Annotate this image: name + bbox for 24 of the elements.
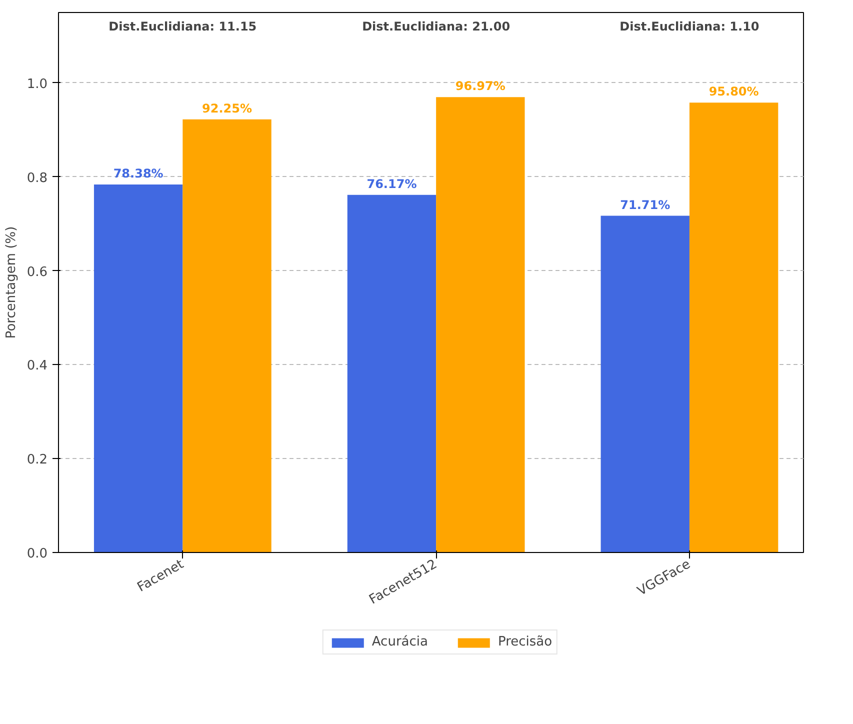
y-tick-label: 1.0	[26, 76, 48, 92]
data-label: 96.97%	[455, 79, 506, 94]
legend-label: Acurácia	[372, 634, 428, 650]
y-tick-label: 0.4	[26, 358, 48, 374]
bar	[436, 97, 525, 552]
annotation: Dist.Euclidiana: 21.00	[362, 20, 510, 34]
data-label: 92.25%	[202, 101, 252, 116]
bar	[94, 184, 183, 552]
data-label: 71.71%	[620, 198, 670, 212]
data-label: 76.17%	[366, 176, 417, 191]
annotation: Dist.Euclidiana: 1.10	[620, 20, 760, 34]
y-tick-label: 0.6	[26, 264, 48, 280]
bar	[347, 194, 436, 552]
bar	[182, 119, 272, 552]
bar	[600, 216, 690, 552]
y-tick-label: 0.2	[26, 452, 48, 468]
y-tick-label: 0.0	[26, 546, 48, 562]
annotation: Dist.Euclidiana: 11.15	[108, 20, 257, 34]
data-label: 95.80%	[708, 84, 759, 99]
y-tick-label: 0.8	[26, 170, 48, 186]
data-label: 78.38%	[113, 166, 164, 180]
y-axis-title: Porcentagem (%)	[4, 226, 19, 339]
bar	[689, 102, 778, 552]
legend-label: Precisão	[498, 634, 552, 650]
